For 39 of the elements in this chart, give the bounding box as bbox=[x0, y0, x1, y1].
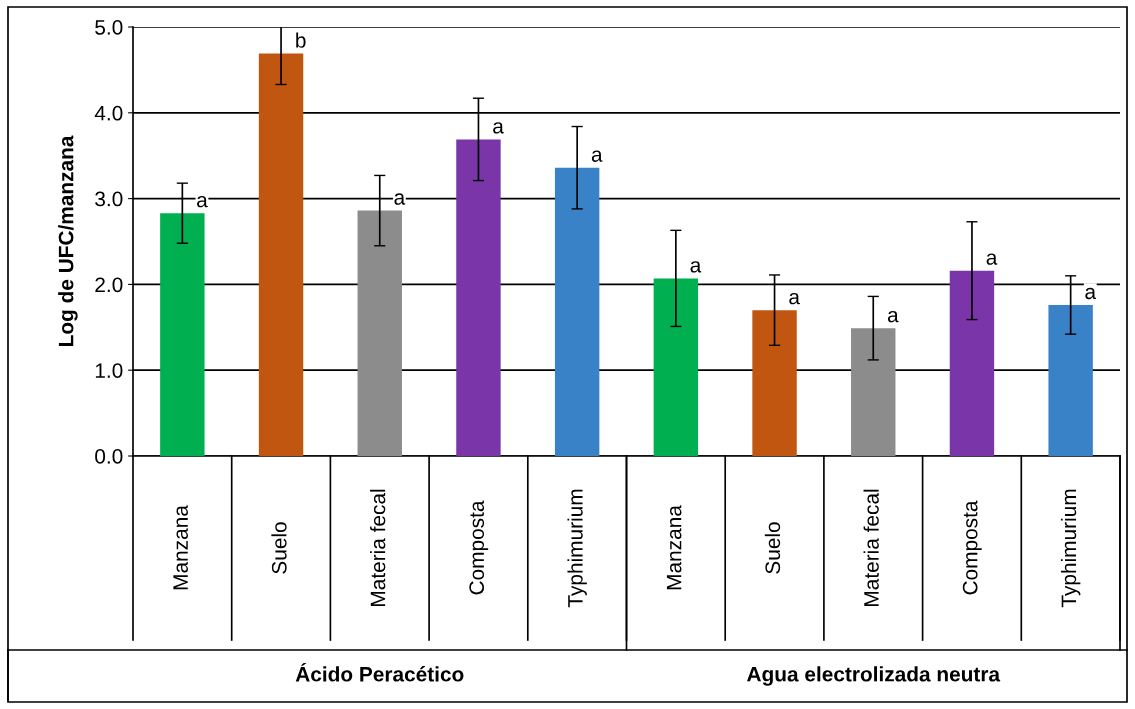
data-label: a bbox=[591, 150, 603, 162]
x-tick-label: Typhimurium bbox=[1060, 489, 1081, 608]
y-tick-label: 3.0 bbox=[95, 191, 123, 207]
data-label: b bbox=[296, 32, 306, 48]
y-tick-label: 4.0 bbox=[94, 105, 123, 121]
data-label: a bbox=[493, 122, 504, 134]
x-tick-label: Materia fecal bbox=[370, 489, 386, 606]
bar bbox=[653, 278, 699, 456]
y-axis-title: Log de UFC/manzana bbox=[58, 135, 78, 347]
bar bbox=[949, 270, 995, 456]
data-label: a bbox=[394, 193, 406, 205]
x-tick-label: Suelo bbox=[271, 522, 287, 574]
x-tick-label: Materia fecal bbox=[863, 489, 879, 606]
y-tick-label: 2.0 bbox=[95, 277, 123, 293]
data-label: a bbox=[986, 253, 998, 265]
x-tick-label: Manzana bbox=[666, 505, 682, 590]
x-tick-label: Composta bbox=[469, 500, 489, 595]
x-tick-label: Composta bbox=[962, 500, 982, 595]
bar bbox=[456, 139, 501, 456]
y-tick-label: 0.0 bbox=[95, 449, 123, 464]
bar bbox=[357, 210, 402, 456]
bar bbox=[160, 213, 205, 456]
y-tick-label: 5.0 bbox=[95, 20, 123, 35]
data-label: a bbox=[690, 261, 702, 273]
text: Ácido Peracético bbox=[295, 662, 464, 682]
bar bbox=[554, 167, 600, 456]
x-tick-label: Manzana bbox=[173, 505, 188, 590]
data-label: a bbox=[887, 310, 899, 323]
bar bbox=[851, 328, 896, 456]
x-tick-label: Typhimurium bbox=[567, 489, 587, 608]
bar bbox=[1048, 304, 1093, 456]
data-label: a bbox=[789, 292, 800, 305]
y-tick-label: 1.0 bbox=[95, 363, 123, 378]
text: Agua electrolizada neutra bbox=[747, 666, 1001, 686]
bar bbox=[752, 310, 797, 456]
data-label: a bbox=[197, 195, 208, 208]
data-label: a bbox=[1085, 287, 1097, 300]
bar bbox=[258, 53, 304, 456]
x-tick-label: Suelo bbox=[764, 522, 781, 574]
